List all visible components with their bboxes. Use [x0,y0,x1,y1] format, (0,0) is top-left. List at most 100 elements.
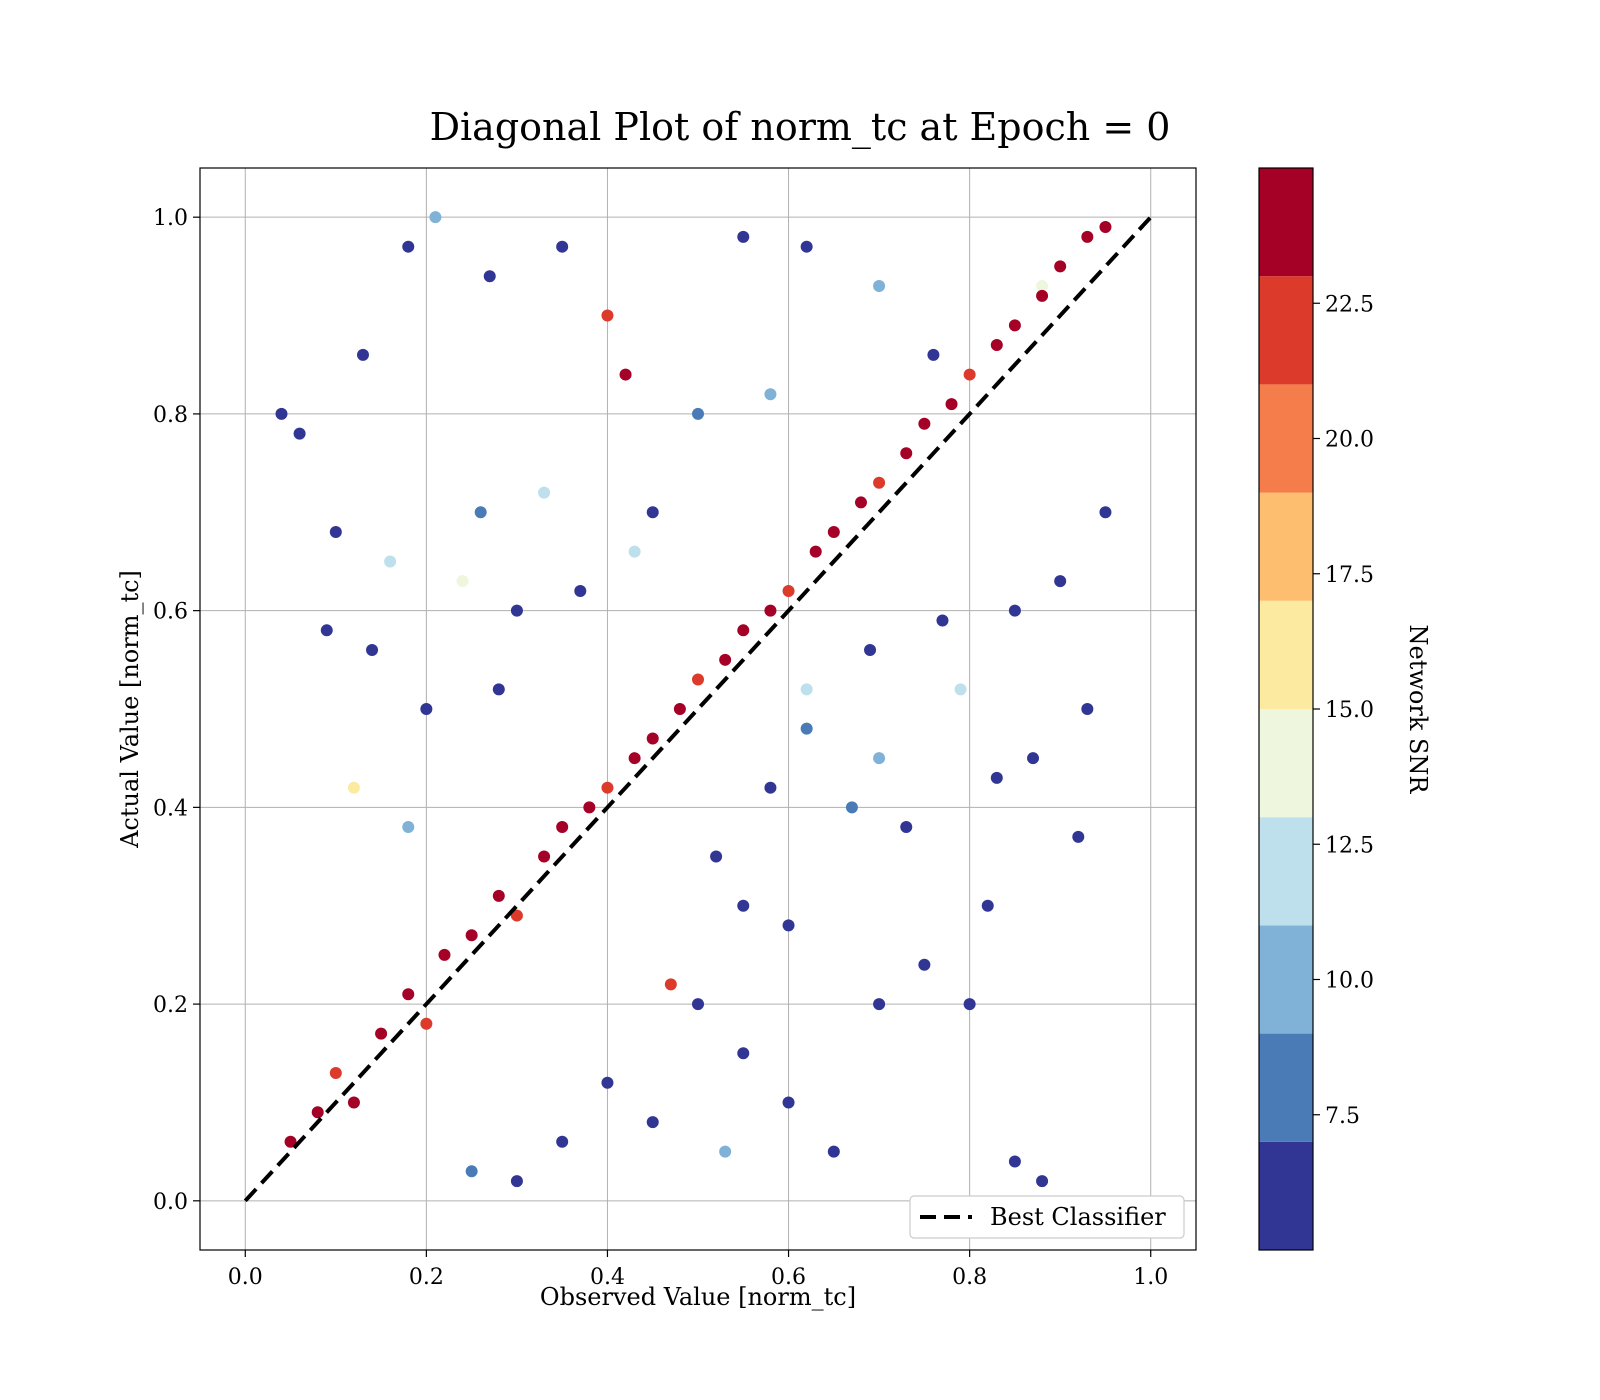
x-axis-ticks: 0.0 0.2 0.4 0.6 0.8 1.0 [228,1250,1168,1290]
scatter-point [854,496,867,509]
scatter-point [719,653,732,666]
best-classifier-line [243,215,1153,1203]
scatter-point [456,575,469,588]
y-tick-label: 0.8 [153,403,188,428]
scatter-point [673,703,686,715]
scatter-point [918,417,931,430]
scatter-point [646,732,659,745]
scatter-point [990,339,1003,352]
colorbar-bins [1259,168,1313,1250]
scatter-point [429,211,442,224]
scatter-point [710,850,723,863]
scatter-point [347,1096,360,1109]
colorbar-tick-label: 20.0 [1325,428,1374,453]
scatter-point [782,919,795,932]
scatter-point [1099,221,1112,234]
scatter-point [809,545,822,558]
scatter-point [329,1066,342,1079]
scatter-point [1036,289,1049,302]
x-tick-label: 0.0 [228,1265,263,1290]
scatter-point [574,584,587,597]
colorbar-tick-label: 7.5 [1325,1104,1360,1129]
scatter-point [420,703,433,715]
scatter-point [311,1106,324,1119]
x-tick-label: 0.6 [771,1265,806,1290]
scatter-point [556,1135,569,1148]
scatter-point [737,624,750,637]
scatter-point [737,899,750,912]
scatter-point [601,309,614,322]
scatter-point [320,624,333,637]
scatter-point [402,821,415,834]
scatter-point [402,988,415,1001]
scatter-point [275,407,288,420]
y-tick-label: 0.2 [153,993,188,1018]
scatter-points [275,211,1112,1188]
colorbar-bin [1259,600,1313,709]
scatter-point [737,1047,750,1060]
scatter-point [981,899,994,912]
x-tick-label: 1.0 [1133,1265,1168,1290]
y-axis-ticks: 0.0 0.2 0.4 0.6 0.8 1.0 [153,206,200,1215]
scatter-point [954,683,967,696]
scatter-point [900,447,913,460]
scatter-point [864,643,877,656]
scatter-point [483,270,496,283]
scatter-point [538,850,551,863]
scatter-point [601,1076,614,1089]
scatter-point [556,821,569,834]
colorbar-bin [1259,276,1313,385]
scatter-point [510,1175,523,1188]
scatter-point [619,368,632,381]
x-axis-label: Observed Value [norm_tc] [540,1283,856,1311]
y-axis-label: Actual Value [norm_tc] [116,570,144,849]
colorbar-tick-label: 17.5 [1325,563,1374,588]
scatter-point [1008,604,1021,617]
scatter-point [492,683,505,696]
colorbar-bin [1259,925,1313,1034]
scatter-point [1099,506,1112,519]
x-tick-label: 0.8 [952,1265,987,1290]
scatter-point [510,909,523,922]
scatter-point [402,240,415,253]
plot-frame [199,167,1197,1251]
scatter-point [1027,752,1040,765]
x-tick-label: 0.2 [409,1265,444,1290]
colorbar-tick-label: 15.0 [1325,698,1374,723]
scatter-point [510,604,523,617]
scatter-point [936,614,949,627]
scatter-point [646,506,659,519]
scatter-point [873,280,886,293]
scatter-point [366,643,379,656]
scatter-point [782,1096,795,1109]
scatter-point [764,388,777,401]
legend-box [909,1195,1185,1239]
scatter-point [845,801,858,814]
legend: Best Classifier [909,1195,1185,1239]
scatter-point [664,978,677,991]
colorbar-tick-label: 10.0 [1325,969,1374,994]
colorbar-label: Network SNR [1404,625,1432,795]
scatter-point [1081,230,1094,243]
scatter-point [492,889,505,902]
scatter-point [583,801,596,814]
scatter-point [646,1116,659,1129]
scatter-point [827,525,840,538]
scatter-point [1081,703,1094,715]
scatter-point [420,1017,433,1030]
scatter-point [556,240,569,253]
scatter-point [719,1145,732,1158]
scatter-point [284,1135,297,1148]
scatter-point [927,348,940,361]
chart-title: Diagonal Plot of norm_tc at Epoch = 0 [430,105,1171,150]
scatter-point [692,998,704,1011]
scatter-point [538,486,551,499]
colorbar-tick-label: 12.5 [1325,833,1374,858]
plot-area: 0.0 0.2 0.4 0.6 0.8 1.0 0.0 0.2 0.4 0.6 0.8 1.0 [153,167,1197,1290]
colorbar: 7.5 10.0 12.5 15.0 17.5 20.0 22.5 [1258,167,1374,1251]
y-tick-label: 0.0 [153,1190,188,1215]
scatter-point [601,781,614,794]
scatter-point [293,427,306,440]
colorbar-tick-label: 22.5 [1325,292,1374,317]
scatter-point [764,604,777,617]
